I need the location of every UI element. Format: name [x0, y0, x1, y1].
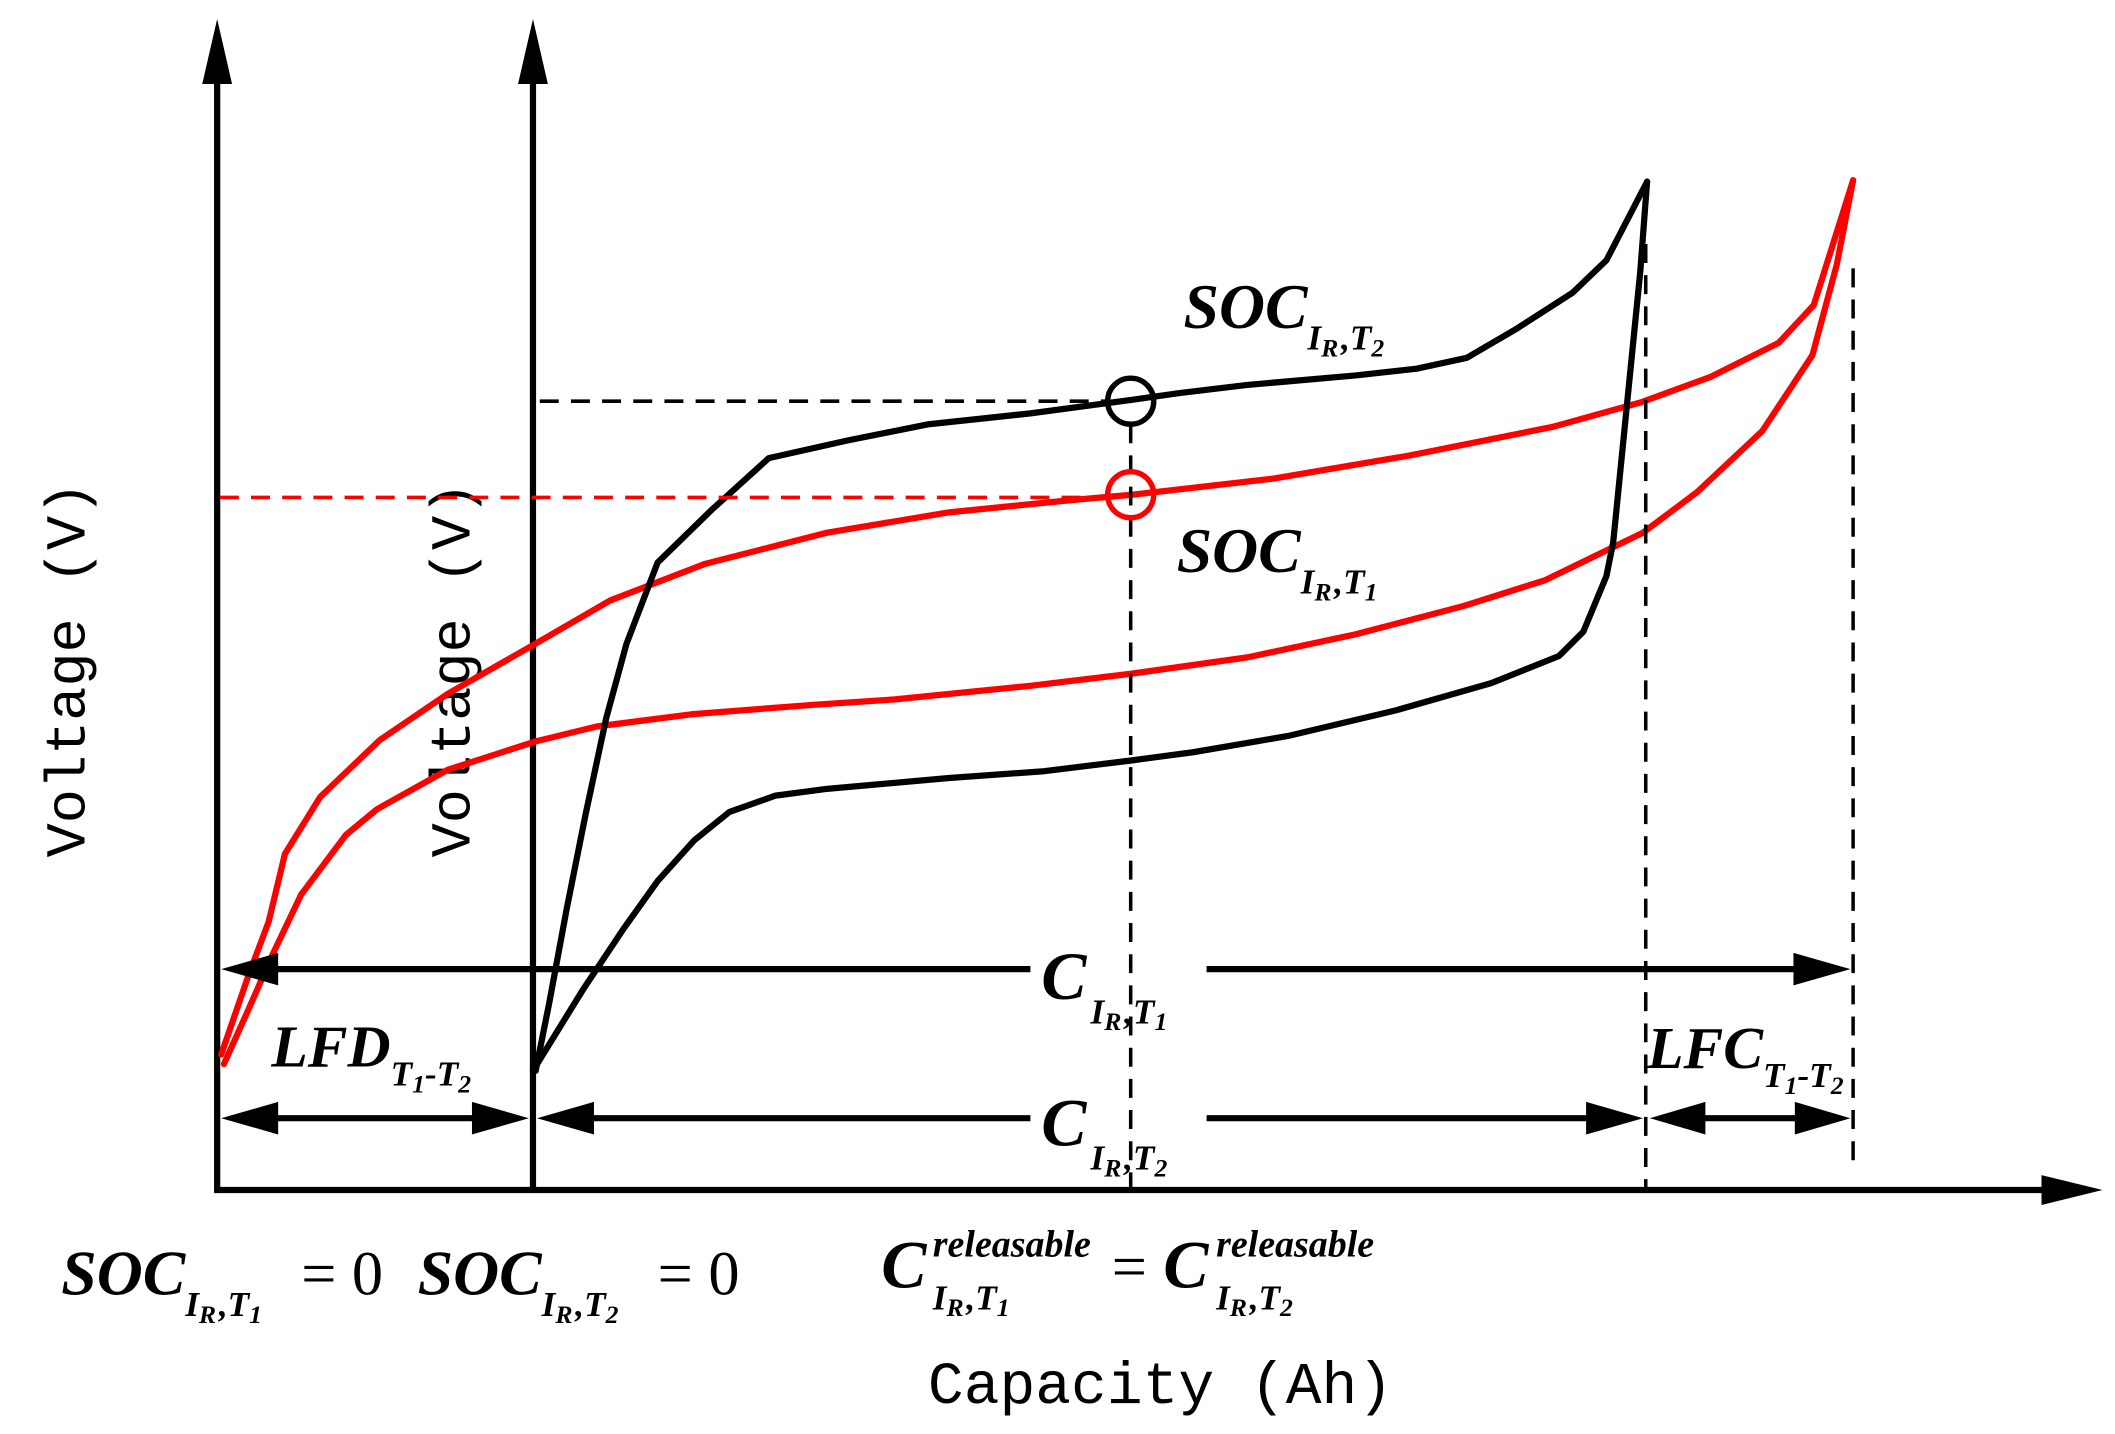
dimension-lfc [1649, 1101, 1851, 1135]
c-t2-sub-temperature-index: 2 [1153, 1153, 1167, 1182]
c-t2-sub-temperature: ,T [1123, 1139, 1156, 1178]
curve-t1-lower [220, 177, 1857, 1068]
dimension-c-t2 [537, 1101, 1644, 1135]
eq2-rhs: = 0 [658, 1239, 740, 1308]
eq2-soc: SOCIR ,T2 [418, 1237, 619, 1328]
lfc-label: LFCT1-T2 [1646, 1015, 1844, 1100]
soc-t2-symbol: SOC [1184, 271, 1309, 342]
lfc-arrowhead-right [1794, 1101, 1851, 1135]
c-t2-sub-current: I [1090, 1139, 1106, 1178]
eq3-rhs-sub-temperature-index: 2 [1279, 1293, 1293, 1322]
eq1-soc: SOCIR ,T1 [61, 1237, 262, 1328]
c-t2-arrowhead-left [537, 1101, 594, 1135]
y-axis-label-left: Voltage (V) [38, 482, 102, 858]
eq3-rhs-sub-current: I [1215, 1278, 1231, 1317]
lfc-sub-t1-index: 1 [1785, 1071, 1798, 1100]
dimension-lfd [221, 1101, 529, 1135]
c-t2-arrowhead-right [1586, 1101, 1644, 1135]
eq3-rhs-subscript: IR ,T2 [1215, 1278, 1293, 1322]
lfd-sub-t1-index: 1 [412, 1069, 425, 1098]
y-axis-left-arrowhead [202, 18, 233, 85]
soc-t2-sub-current-index: R [1320, 333, 1338, 362]
c-t1-arrowhead-right [1793, 952, 1851, 986]
soc-t2-sub-temperature: ,T [1340, 319, 1373, 358]
eq2-sub-current-index: R [554, 1300, 572, 1329]
curve-t2-lower [529, 178, 1651, 1074]
eq1-symbol: SOC [61, 1237, 186, 1308]
eq3-lhs-superscript: releasable [933, 1223, 1091, 1265]
lfd-arrowhead-left [221, 1101, 279, 1135]
eq2-sub-temperature-index: 2 [605, 1300, 619, 1329]
eq3-rhs-symbol: C [1163, 1228, 1209, 1303]
soc-t2-sub-temperature-index: 2 [1370, 333, 1384, 362]
c-t1-symbol: C [1041, 939, 1087, 1014]
eq3-lhs-subscript: IR ,T1 [932, 1278, 1010, 1322]
lfc-sub-t2: -T [1797, 1056, 1832, 1095]
lfd-sub-t2: -T [425, 1055, 460, 1094]
eq1-rhs: = 0 [301, 1239, 383, 1308]
curves-t1 [218, 177, 1857, 1068]
eq3-lhs-sub-temperature-index: 1 [997, 1293, 1010, 1322]
c-t1-sub-temperature-index: 1 [1154, 1007, 1167, 1036]
guide-lines [219, 243, 1855, 1191]
eq1-sub-current-index: R [198, 1300, 216, 1329]
soc-marker-t2 [1104, 375, 1157, 427]
curve-t2-upper [532, 178, 1651, 1074]
soc-t1-symbol: SOC [1177, 515, 1302, 586]
lfc-symbol: LFC [1646, 1015, 1764, 1081]
soc-t1-sub-temperature: ,T [1333, 563, 1366, 602]
soc-t2-label: SOCIR ,T2 [1184, 271, 1385, 362]
eq1-sub-current: I [184, 1285, 200, 1324]
eq2-sub-temperature: ,T [574, 1285, 607, 1324]
c-t2-symbol: C [1041, 1085, 1087, 1160]
c-t1-arrowhead-left [221, 952, 279, 986]
c-t2-label: C IR ,T2 [1041, 1085, 1167, 1182]
equation-soc-t1-zero: SOCIR ,T1 = 0 [61, 1237, 383, 1328]
equation-soc-t2-zero: SOCIR ,T2 = 0 [418, 1237, 740, 1328]
eq3-rhs-sub-temperature: ,T [1249, 1278, 1282, 1317]
eq3-lhs-sub-temperature: ,T [965, 1278, 998, 1317]
eq3-lhs-symbol: C [881, 1228, 927, 1303]
c-t2-sub-current-index: R [1103, 1153, 1121, 1182]
lfc-arrowhead-left [1649, 1101, 1706, 1135]
x-axis-arrowhead [2041, 1175, 2103, 1205]
lfc-sub-t1: T [1763, 1056, 1786, 1095]
curves-t2 [529, 178, 1651, 1074]
eq1-sub-temperature: ,T [218, 1285, 251, 1324]
soc-t1-sub-temperature-index: 1 [1365, 577, 1378, 606]
eq3-equals: = [1112, 1233, 1147, 1302]
eq3-rhs-superscript: releasable [1216, 1223, 1374, 1265]
c-t1-sub-current-index: R [1103, 1007, 1121, 1036]
soc-t2-sub-current: I [1306, 319, 1322, 358]
soc-marker-t1 [1104, 468, 1157, 521]
dimension-c-t1 [221, 952, 1851, 986]
eq3-rhs-sub-current-index: R [1229, 1293, 1247, 1322]
c-t1-sub-temperature: ,T [1123, 992, 1156, 1031]
x-axis-label: Capacity (Ah) [928, 1353, 1393, 1421]
lfd-sub-t1: T [391, 1055, 414, 1094]
soc-t1-sub-current: I [1300, 563, 1316, 602]
soc-t1-label: SOCIR ,T1 [1177, 515, 1378, 606]
lfc-sub-t2-index: 2 [1830, 1071, 1844, 1100]
curve-t1-upper [218, 177, 1857, 1058]
y-axis-label-right: Voltage (V) [423, 482, 487, 858]
lfd-arrowhead-right [471, 1101, 529, 1135]
soc-t1-sub-current-index: R [1313, 577, 1331, 606]
equation-releasable-capacity: C releasable IR ,T1 = C releasable IR ,T2 [881, 1223, 1374, 1322]
lfd-label: LFDT1-T2 [270, 1014, 471, 1099]
c-t1-label: C IR ,T1 [1041, 939, 1167, 1036]
eq3-lhs-sub-current: I [932, 1278, 948, 1317]
eq2-symbol: SOC [418, 1237, 543, 1308]
c-t1-sub-current: I [1090, 992, 1106, 1031]
lfd-symbol: LFD [270, 1014, 390, 1080]
eq2-sub-current: I [541, 1285, 557, 1324]
eq1-sub-temperature-index: 1 [249, 1300, 262, 1329]
axes [202, 18, 2103, 1205]
lfd-sub-t2-index: 2 [457, 1069, 471, 1098]
eq3-lhs-sub-current-index: R [946, 1293, 964, 1322]
y-axis-right-arrowhead [518, 18, 548, 85]
